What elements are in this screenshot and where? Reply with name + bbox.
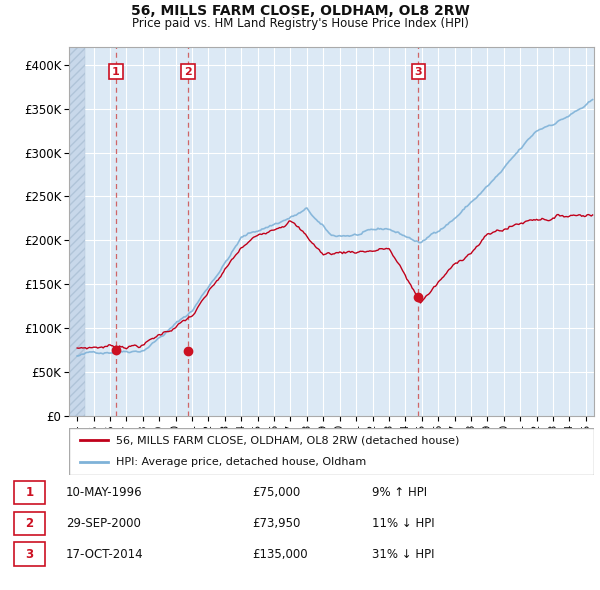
Text: 56, MILLS FARM CLOSE, OLDHAM, OL8 2RW: 56, MILLS FARM CLOSE, OLDHAM, OL8 2RW [131, 4, 469, 18]
Bar [69, 47, 85, 416]
Text: 31% ↓ HPI: 31% ↓ HPI [372, 548, 434, 560]
Text: 3: 3 [25, 548, 34, 560]
Text: 9% ↑ HPI: 9% ↑ HPI [372, 486, 427, 499]
Text: 11% ↓ HPI: 11% ↓ HPI [372, 517, 434, 530]
Text: £135,000: £135,000 [252, 548, 308, 560]
Text: 29-SEP-2000: 29-SEP-2000 [66, 517, 141, 530]
Text: 2: 2 [25, 517, 34, 530]
Text: 1: 1 [25, 486, 34, 499]
Text: £73,950: £73,950 [252, 517, 301, 530]
Text: 1: 1 [112, 67, 120, 77]
Text: 10-MAY-1996: 10-MAY-1996 [66, 486, 143, 499]
Text: 56, MILLS FARM CLOSE, OLDHAM, OL8 2RW (detached house): 56, MILLS FARM CLOSE, OLDHAM, OL8 2RW (d… [116, 435, 460, 445]
Text: £75,000: £75,000 [252, 486, 300, 499]
Text: 3: 3 [415, 67, 422, 77]
Text: 2: 2 [184, 67, 192, 77]
Text: 17-OCT-2014: 17-OCT-2014 [66, 548, 143, 560]
Text: HPI: Average price, detached house, Oldham: HPI: Average price, detached house, Oldh… [116, 457, 367, 467]
Text: Price paid vs. HM Land Registry's House Price Index (HPI): Price paid vs. HM Land Registry's House … [131, 17, 469, 30]
